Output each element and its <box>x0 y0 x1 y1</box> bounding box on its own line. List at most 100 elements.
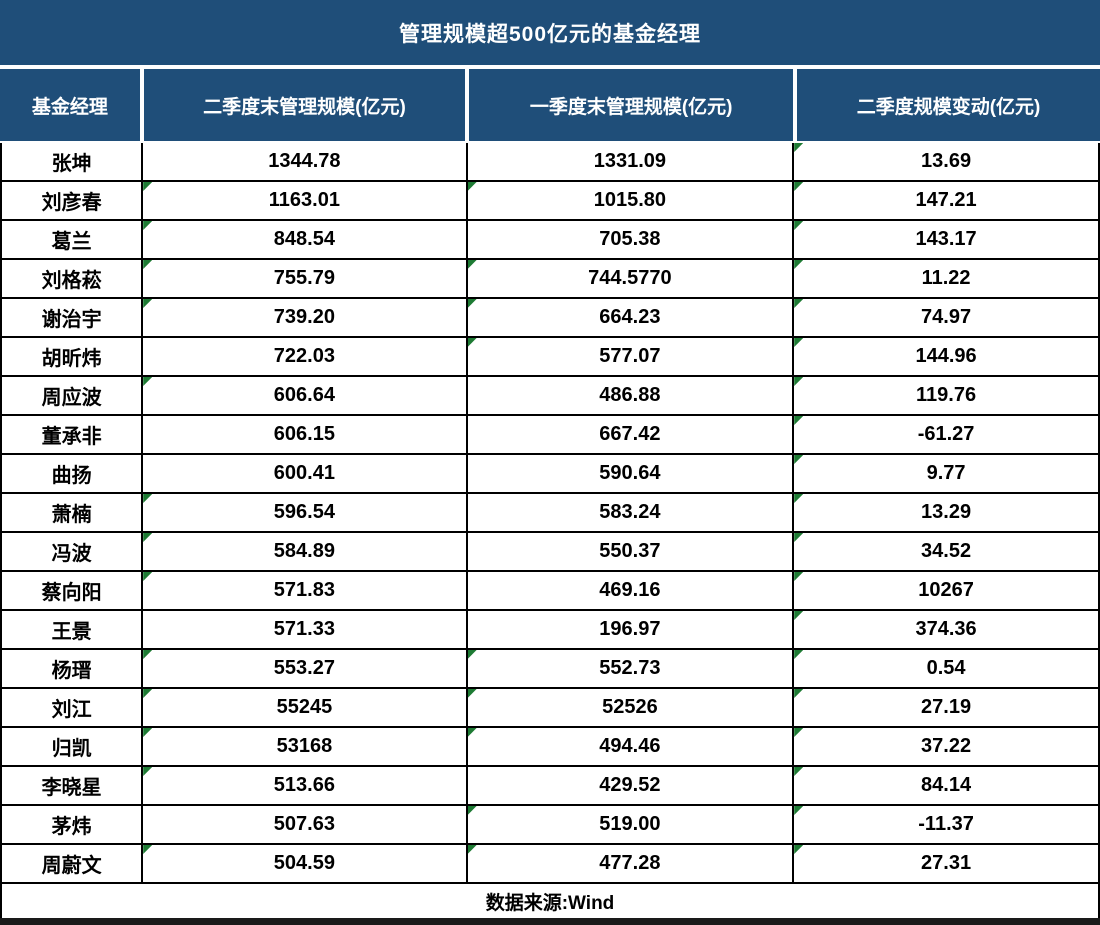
q2-end-scale-cell: 553.27 <box>141 650 465 687</box>
q1-end-scale-value: 1015.80 <box>593 189 667 211</box>
table-row: 谢治宇 739.20 664.23 74.97 <box>2 299 1098 338</box>
q2-scale-change-cell: 143.17 <box>792 221 1098 258</box>
q2-scale-change-value: 143.17 <box>915 228 977 250</box>
q1-end-scale-value: 744.5770 <box>588 267 672 289</box>
manager-name: 王景 <box>51 621 92 643</box>
q2-scale-change-cell: 144.96 <box>792 338 1098 375</box>
q1-end-scale-value: 494.46 <box>599 735 661 757</box>
excel-flag-triangle-icon <box>143 260 153 269</box>
excel-flag-triangle-icon <box>794 650 804 659</box>
q2-scale-change-cell: 27.19 <box>792 689 1098 726</box>
q2-scale-change-cell: 37.22 <box>792 728 1098 765</box>
excel-flag-triangle-icon <box>467 338 477 347</box>
q2-scale-change-cell: 74.97 <box>792 299 1098 336</box>
q2-scale-change-value: 74.97 <box>921 306 972 328</box>
excel-flag-triangle-icon <box>467 806 477 815</box>
q2-end-scale-cell: 755.79 <box>141 260 465 297</box>
q1-end-scale-value: 590.64 <box>599 462 661 484</box>
q1-end-scale-value: 429.52 <box>599 774 661 796</box>
q1-end-scale-cell: 52526 <box>465 689 793 726</box>
q2-end-scale-value: 739.20 <box>273 306 335 328</box>
manager-name: 刘江 <box>51 699 92 721</box>
q1-end-scale-cell: 577.07 <box>465 338 793 375</box>
manager-name-cell: 冯波 <box>2 533 141 570</box>
manager-name: 曲扬 <box>51 465 92 487</box>
q2-scale-change-value: 0.54 <box>926 657 966 679</box>
excel-flag-triangle-icon <box>467 728 477 737</box>
q2-scale-change-cell: 10267 <box>792 572 1098 609</box>
q1-end-scale-value: 196.97 <box>599 618 661 640</box>
q2-scale-change-value: 147.21 <box>915 189 977 211</box>
manager-name: 董承非 <box>41 426 102 448</box>
q2-end-scale-value: 1344.78 <box>268 150 341 172</box>
q1-end-scale-value: 550.37 <box>599 540 661 562</box>
q1-end-scale-cell: 705.38 <box>465 221 793 258</box>
manager-name-cell: 胡昕炜 <box>2 338 141 375</box>
q2-scale-change-value: 11.22 <box>921 267 971 289</box>
q1-end-scale-cell: 664.23 <box>465 299 793 336</box>
q2-scale-change-cell: -11.37 <box>792 806 1098 843</box>
q2-end-scale-cell: 1163.01 <box>141 182 465 219</box>
q1-end-scale-value: 486.88 <box>599 384 661 406</box>
q2-scale-change-cell: 374.36 <box>792 611 1098 648</box>
q1-end-scale-value: 519.00 <box>599 813 661 835</box>
manager-name-cell: 杨瑨 <box>2 650 141 687</box>
table-row: 张坤 1344.78 1331.09 13.69 <box>2 143 1098 182</box>
q2-scale-change-cell: 119.76 <box>792 377 1098 414</box>
q2-scale-change-value: 27.31 <box>921 852 972 874</box>
excel-flag-triangle-icon <box>794 572 804 581</box>
q2-scale-change-cell: 34.52 <box>792 533 1098 570</box>
manager-name: 茅炜 <box>51 816 92 838</box>
q2-end-scale-value: 722.03 <box>273 345 335 367</box>
q1-end-scale-cell: 550.37 <box>465 533 793 570</box>
excel-flag-triangle-icon <box>467 845 477 854</box>
header-row: 基金经理 二季度末管理规模(亿元) 一季度末管理规模(亿元) 二季度规模变动(亿… <box>0 69 1100 141</box>
excel-flag-triangle-icon <box>794 416 804 425</box>
column-header-fund-manager: 基金经理 <box>0 69 140 141</box>
excel-flag-triangle-icon <box>467 182 477 191</box>
table-row: 蔡向阳 571.83 469.16 10267 <box>2 572 1098 611</box>
q1-end-scale-value: 583.24 <box>599 501 661 523</box>
q2-scale-change-value: 37.22 <box>921 735 972 757</box>
manager-name-cell: 刘格菘 <box>2 260 141 297</box>
bottom-bar <box>0 918 1100 925</box>
excel-flag-triangle-icon <box>143 221 153 230</box>
q2-end-scale-value: 606.15 <box>273 423 335 445</box>
q1-end-scale-value: 1331.09 <box>593 150 667 172</box>
excel-flag-triangle-icon <box>794 377 804 386</box>
q2-scale-change-value: 9.77 <box>926 462 966 484</box>
q1-end-scale-cell: 477.28 <box>465 845 793 882</box>
q2-end-scale-cell: 722.03 <box>141 338 465 375</box>
manager-name-cell: 茅炜 <box>2 806 141 843</box>
table-row: 董承非 606.15 667.42 -61.27 <box>2 416 1098 455</box>
manager-name: 周蔚文 <box>41 855 102 877</box>
manager-name: 冯波 <box>51 543 92 565</box>
manager-name: 萧楠 <box>51 504 92 526</box>
excel-flag-triangle-icon <box>794 728 804 737</box>
table-title: 管理规模超500亿元的基金经理 <box>0 0 1100 65</box>
q1-end-scale-cell: 429.52 <box>465 767 793 804</box>
q2-end-scale-cell: 739.20 <box>141 299 465 336</box>
table-row: 归凯 53168 494.46 37.22 <box>2 728 1098 767</box>
q2-scale-change-value: -11.37 <box>918 813 974 835</box>
manager-name-cell: 刘江 <box>2 689 141 726</box>
excel-flag-triangle-icon <box>794 767 804 776</box>
excel-flag-triangle-icon <box>143 767 153 776</box>
table-row: 王景 571.33 196.97 374.36 <box>2 611 1098 650</box>
manager-name: 谢治宇 <box>41 309 102 331</box>
table-row: 刘格菘 755.79 744.5770 11.22 <box>2 260 1098 299</box>
q1-end-scale-value: 52526 <box>602 696 658 718</box>
manager-name: 胡昕炜 <box>41 348 102 370</box>
excel-flag-triangle-icon <box>794 611 804 620</box>
excel-flag-triangle-icon <box>467 299 477 308</box>
excel-flag-triangle-icon <box>143 299 153 308</box>
excel-flag-triangle-icon <box>143 182 153 191</box>
excel-flag-triangle-icon <box>143 494 153 503</box>
q1-end-scale-cell: 552.73 <box>465 650 793 687</box>
excel-flag-triangle-icon <box>794 455 804 464</box>
excel-flag-triangle-icon <box>143 572 153 581</box>
q1-end-scale-value: 552.73 <box>599 657 661 679</box>
q1-end-scale-cell: 744.5770 <box>465 260 793 297</box>
table-row: 刘彦春 1163.01 1015.80 147.21 <box>2 182 1098 221</box>
q2-end-scale-value: 606.64 <box>273 384 335 406</box>
